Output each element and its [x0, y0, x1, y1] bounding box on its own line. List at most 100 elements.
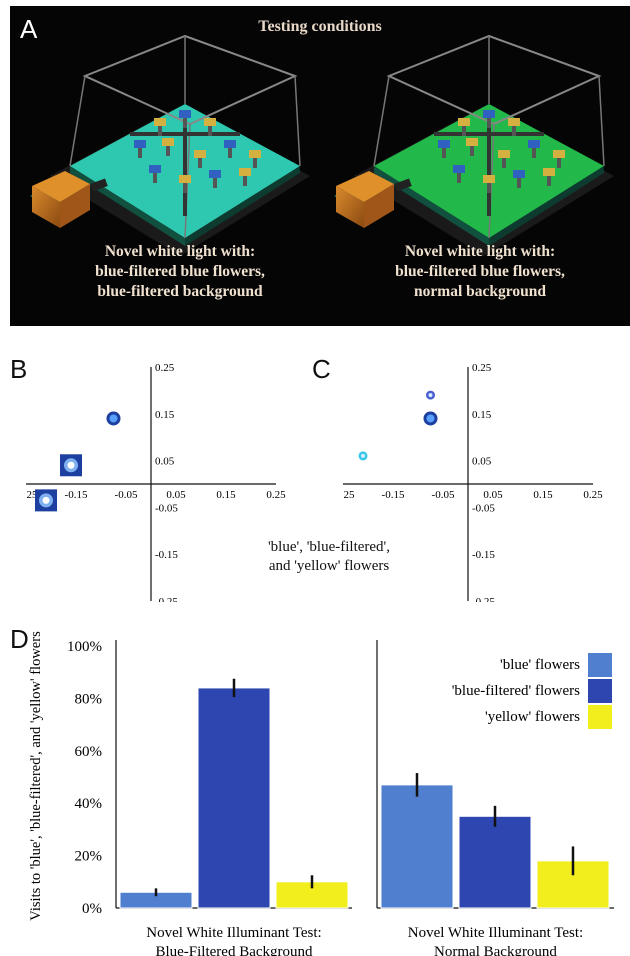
- flower-head: [513, 170, 525, 178]
- flower-head: [543, 168, 555, 176]
- flower-head: [508, 118, 520, 126]
- legend-swatch: [588, 679, 612, 703]
- flower-stem: [512, 124, 516, 136]
- flower-stem: [442, 146, 446, 158]
- data-point-center: [42, 496, 50, 504]
- flower-stem: [502, 156, 506, 168]
- flower-head: [224, 140, 236, 148]
- flower-stem: [487, 116, 491, 128]
- flower-head: [209, 170, 221, 178]
- flower-head: [453, 165, 465, 173]
- x-tick-label: 0.25: [583, 489, 603, 501]
- flower-head: [249, 150, 261, 158]
- y-tick-label: 20%: [75, 849, 103, 865]
- right-arena: [334, 34, 614, 256]
- category-label-line-2: Blue-Filtered Background: [155, 944, 313, 956]
- x-tick-label: -0.05: [432, 489, 455, 501]
- y-tick-label: -0.15: [155, 549, 178, 561]
- flower-head: [239, 168, 251, 176]
- y-axis-label: Visits to 'blue', 'blue-filtered', and '…: [28, 631, 44, 921]
- panel-a-title: Testing conditions: [258, 18, 382, 35]
- flower-head: [438, 140, 450, 148]
- flower-types-label-line-1: 'blue', 'blue-filtered',: [267, 539, 390, 555]
- panel-c-letter: C: [312, 354, 331, 384]
- panel-d-bar-chart: 100% 80% 60% 40% 20% 0% Visits to 'blue', 'blu…: [28, 631, 614, 956]
- flower-stem: [228, 146, 232, 158]
- category-label-line-2: Normal Background: [434, 944, 557, 956]
- data-point-highlight: [428, 393, 433, 398]
- arena-illustrations: [30, 34, 614, 256]
- right-caption-line-2: blue-filtered blue flowers,: [395, 263, 565, 280]
- flower-head: [134, 140, 146, 148]
- projector-top: [336, 171, 394, 202]
- panel-b-scatter: -0.25-0.15-0.050.050.150.250.250.150.05-…: [26, 362, 286, 602]
- legend-swatch: [588, 705, 612, 729]
- flower-head: [179, 175, 191, 183]
- projector-front: [336, 186, 364, 228]
- flower-stem: [253, 156, 257, 168]
- y-tick-label: 0.25: [472, 362, 492, 374]
- data-point-highlight: [361, 453, 365, 458]
- y-tick-label: 0.15: [472, 409, 492, 421]
- left-caption-line-1: Novel white light with:: [104, 243, 256, 260]
- flower-stem: [183, 181, 187, 193]
- x-tick-label: 0.15: [216, 489, 236, 501]
- arena-glass-edge: [69, 75, 86, 167]
- y-tick-label: 40%: [75, 796, 103, 812]
- bar-blue: [380, 784, 454, 909]
- y-tick-label: 0.15: [155, 409, 175, 421]
- y-tick-label: -0.05: [472, 502, 495, 514]
- legend-swatch: [588, 653, 612, 677]
- data-point-ring: [426, 414, 435, 423]
- arena-floor-edge-right: [185, 166, 300, 246]
- y-tick-label: 0.05: [155, 456, 175, 468]
- projector-lens: [90, 178, 108, 192]
- flower-head: [154, 118, 166, 126]
- right-caption-line-1: Novel white light with:: [404, 243, 556, 260]
- flower-head: [204, 118, 216, 126]
- flower-head: [162, 138, 174, 146]
- x-tick-label: -0.15: [382, 489, 405, 501]
- left-caption: Novel white light with: blue-filtered bl…: [30, 242, 330, 302]
- legend-label: 'yellow' flowers: [485, 709, 580, 725]
- left-caption-line-2: blue-filtered blue flowers,: [95, 263, 265, 280]
- panel-d-letter: D: [10, 624, 29, 654]
- bar-blue-filtered: [458, 815, 532, 909]
- flower-stem: [457, 171, 461, 183]
- x-tick-label: -0.15: [65, 489, 88, 501]
- flower-head: [553, 150, 565, 158]
- flower-stem: [517, 176, 521, 188]
- flower-stem: [243, 174, 247, 186]
- x-tick-label: 0.05: [166, 489, 186, 501]
- flower-head: [179, 110, 191, 118]
- flower-head: [149, 165, 161, 173]
- x-tick-label: 0.25: [266, 489, 286, 501]
- data-point-center: [67, 461, 75, 469]
- flower-stem: [213, 176, 217, 188]
- flower-stem: [158, 124, 162, 136]
- projector-side: [364, 184, 394, 228]
- y-tick-label: 0%: [82, 901, 102, 917]
- panel-b-letter: B: [10, 354, 28, 384]
- flower-stem: [462, 124, 466, 136]
- x-tick-label: -0.25: [343, 489, 355, 501]
- projector-lens: [394, 178, 412, 192]
- flower-stem: [470, 144, 474, 156]
- bar-blue-filtered: [197, 687, 271, 909]
- panel-c-scatter: -0.25-0.15-0.050.050.150.250.250.150.05-…: [343, 362, 603, 602]
- right-caption: Novel white light with: blue-filtered bl…: [330, 242, 630, 302]
- flower-stem: [547, 174, 551, 186]
- flower-stem: [198, 156, 202, 168]
- arena-floor-edge-right: [489, 166, 604, 246]
- flower-stem: [487, 181, 491, 193]
- flower-head: [483, 110, 495, 118]
- y-tick-label: 0.25: [155, 362, 175, 374]
- y-tick-label: -0.15: [472, 549, 495, 561]
- category-label-line-1: Novel White Illuminant Test:: [408, 925, 583, 941]
- left-arena: [30, 34, 310, 256]
- flower-head: [498, 150, 510, 158]
- flower-stem: [153, 171, 157, 183]
- flower-head: [528, 140, 540, 148]
- flower-stem: [532, 146, 536, 158]
- projector-front: [32, 186, 60, 228]
